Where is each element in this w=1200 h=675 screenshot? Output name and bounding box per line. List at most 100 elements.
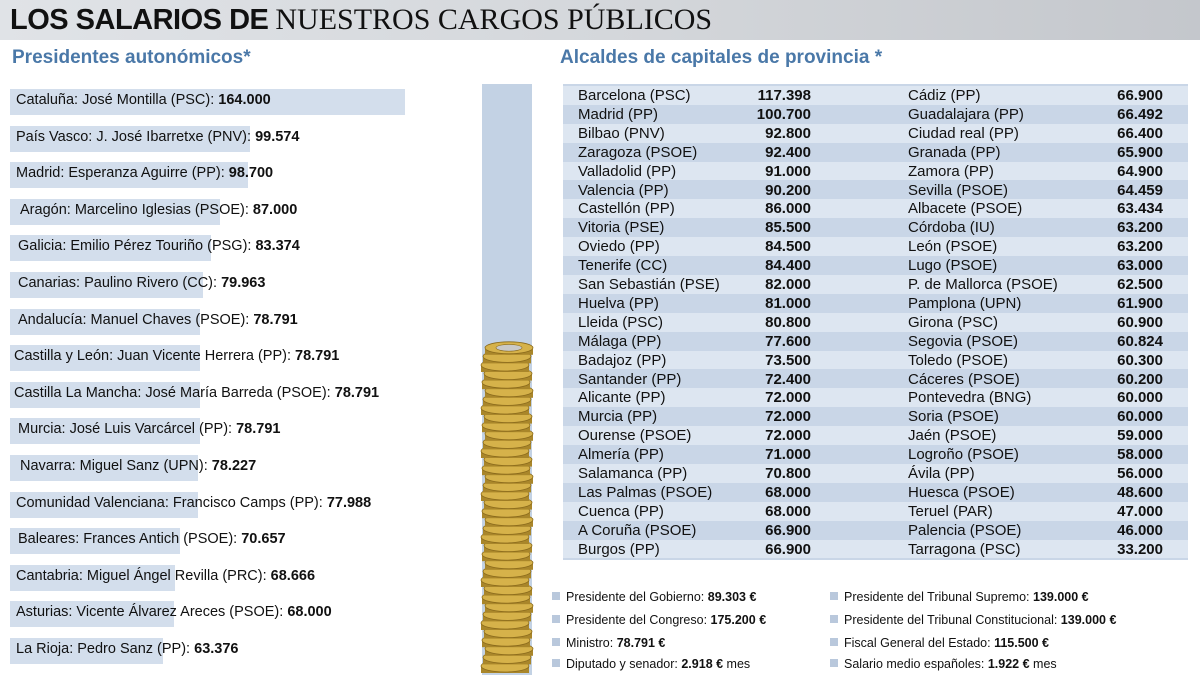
- president-row: La Rioja: Pedro Sanz (PP): 63.376: [0, 633, 480, 669]
- president-label: País Vasco: J. José Ibarretxe (PNV): 99.…: [16, 129, 299, 145]
- president-salary: 78.791: [253, 311, 298, 328]
- president-label: Navarra: Miguel Sanz (UPN): 78.227: [20, 458, 256, 474]
- president-row: Cataluña: José Montilla (PSC): 164.000: [0, 84, 480, 120]
- president-row: Andalucía: Manuel Chaves (PSOE): 78.791: [0, 304, 480, 340]
- reference-value: 78.791 €: [616, 636, 666, 650]
- mayor-city: Almería (PP): [578, 446, 664, 464]
- mayor-city: Sevilla (PSOE): [908, 181, 1009, 199]
- mayor-city: Cuenca (PP): [578, 502, 664, 520]
- mayor-city: Castellón (PP): [578, 200, 675, 218]
- mayor-city: Málaga (PP): [578, 332, 662, 350]
- table-row: Almería (PP) 71.000 Logroño (PSOE) 58.000: [563, 445, 1188, 464]
- mayor-salary: 66.900: [1117, 87, 1163, 104]
- mayor-city: Zaragoza (PSOE): [578, 143, 698, 161]
- president-salary: 98.700: [228, 165, 274, 182]
- mayor-salary: 70.800: [765, 465, 811, 482]
- president-label: Asturias: Vicente Álvarez Areces (PSOE):…: [16, 604, 332, 620]
- mayor-salary: 66.900: [765, 540, 811, 558]
- mayor-salary: 72.000: [765, 408, 811, 426]
- table-row: Barcelona (PSC) 117.398 Cádiz (PP) 66.900: [563, 86, 1188, 105]
- president-name: Canarias: Paulino Rivero (CC):: [18, 275, 222, 291]
- mayor-salary: 72.000: [765, 389, 811, 407]
- mayor-salary: 64.900: [1117, 162, 1163, 180]
- coin: [484, 341, 534, 355]
- page-title: LOS SALARIOS DE NUESTROS CARGOS PÚBLICOS: [10, 2, 712, 43]
- president-label: Andalucía: Manuel Chaves (PSOE): 78.791: [18, 312, 298, 328]
- table-row: Salamanca (PP) 70.800 Ávila (PP) 56.000: [563, 464, 1188, 483]
- bullet-square-icon: [830, 659, 838, 667]
- president-name: Andalucía: Manuel Chaves (PSOE):: [18, 311, 254, 328]
- mayor-city: Las Palmas (PSOE): [578, 483, 713, 501]
- mayor-salary: 60.000: [1117, 389, 1163, 407]
- president-label: La Rioja: Pedro Sanz (PP): 63.376: [16, 641, 238, 657]
- mayor-salary: 63.000: [1117, 257, 1163, 275]
- mayors-section-title: Alcaldes de capitales de provincia *: [560, 47, 883, 68]
- mayor-city: Santander (PP): [578, 370, 682, 388]
- mayor-city: Vitoria (PSE): [578, 219, 665, 237]
- mayor-salary: 33.200: [1117, 540, 1163, 558]
- mayor-city: A Coruña (PSOE): [578, 521, 697, 539]
- mayor-city: Soria (PSOE): [908, 408, 999, 426]
- mayor-city: Cáceres (PSOE): [908, 370, 1020, 388]
- president-salary: 87.000: [252, 201, 298, 218]
- mayor-salary: 91.000: [765, 162, 811, 180]
- mayor-city: Cádiz (PP): [908, 87, 981, 104]
- president-row: Asturias: Vicente Álvarez Areces (PSOE):…: [0, 596, 480, 632]
- mayor-city: Ávila (PP): [908, 465, 975, 482]
- mayor-city: Bilbao (PNV): [578, 124, 665, 142]
- reference-value: 139.000 €: [1033, 590, 1089, 604]
- president-label: Baleares: Frances Antich (PSOE): 70.657: [18, 531, 286, 547]
- president-salary: 68.666: [270, 567, 316, 584]
- reference-salary: Presidente del Tribunal Supremo: 139.000…: [830, 590, 1089, 604]
- president-salary: 70.657: [241, 531, 286, 548]
- president-row: Baleares: Frances Antich (PSOE): 70.657: [0, 523, 480, 559]
- president-row: Cantabria: Miguel Ángel Revilla (PRC): 6…: [0, 560, 480, 596]
- mayor-salary: 72.000: [765, 427, 811, 445]
- reference-suffix: mes: [723, 657, 751, 671]
- president-salary: 79.963: [221, 275, 266, 291]
- mayor-city: Córdoba (IU): [908, 219, 995, 237]
- table-row: Valladolid (PP) 91.000 Zamora (PP) 64.900: [563, 161, 1188, 181]
- table-row: Badajoz (PP) 73.500 Toledo (PSOE) 60.300: [563, 350, 1188, 370]
- mayor-city: Pontevedra (BNG): [908, 389, 1032, 407]
- mayor-city: Ciudad real (PP): [908, 124, 1019, 142]
- mayor-salary: 84.500: [765, 238, 811, 256]
- mayor-salary: 73.500: [765, 351, 811, 369]
- mayor-city: Lleida (PSC): [578, 313, 664, 331]
- mayor-salary: 80.800: [765, 313, 811, 331]
- table-row: Oviedo (PP) 84.500 León (PSOE) 63.200: [563, 237, 1188, 257]
- reference-label: Presidente del Gobierno:: [566, 590, 708, 604]
- president-name: Castilla y León: Juan Vicente Herrera (P…: [14, 348, 296, 365]
- president-name: Baleares: Frances Antich (PSOE):: [18, 531, 242, 548]
- mayor-city: Burgos (PP): [578, 540, 660, 558]
- table-row: Alicante (PP) 72.000 Pontevedra (BNG) 60.00…: [563, 388, 1188, 408]
- president-label: Murcia: José Luis Varcárcel (PP): 78.791: [18, 421, 280, 437]
- president-label: Canarias: Paulino Rivero (CC): 79.963: [18, 275, 265, 291]
- title-serif: NUESTROS CARGOS PÚBLICOS: [275, 3, 713, 36]
- reference-salary: Fiscal General del Estado: 115.500 €: [830, 636, 1049, 650]
- reference-salary: Salario medio españoles: 1.922 € mes: [830, 657, 1057, 671]
- table-row: San Sebastián (PSE) 82.000 P. de Mallorca …: [563, 275, 1188, 294]
- president-row: Castilla La Mancha: José María Barreda (…: [0, 377, 480, 413]
- reference-suffix: mes: [1029, 657, 1057, 671]
- president-row: Castilla y León: Juan Vicente Herrera (P…: [0, 340, 480, 376]
- mayor-city: San Sebastián (PSE): [578, 276, 720, 293]
- bullet-square-icon: [552, 592, 560, 600]
- president-bar: [10, 308, 200, 335]
- reference-salary: Presidente del Tribunal Constitucional: …: [830, 613, 1116, 627]
- header-banner: LOS SALARIOS DE NUESTROS CARGOS PÚBLICOS: [0, 0, 1200, 40]
- president-name: La Rioja: Pedro Sanz (PP):: [16, 641, 195, 657]
- president-salary: 68.000: [287, 604, 332, 621]
- president-bar: [10, 272, 203, 298]
- mayor-salary: 66.900: [765, 521, 811, 539]
- president-row: Galicia: Emilio Pérez Touriño (PSG): 83.…: [0, 230, 480, 266]
- mayor-salary: 68.000: [765, 502, 811, 520]
- mayor-city: Huelva (PP): [578, 294, 659, 312]
- mayor-salary: 63.434: [1117, 200, 1163, 218]
- mayor-salary: 92.400: [765, 143, 811, 161]
- mayor-city: Palencia (PSOE): [908, 521, 1022, 539]
- reference-salary: Presidente del Gobierno: 89.303 €: [552, 590, 756, 604]
- president-row: Navarra: Miguel Sanz (UPN): 78.227: [0, 450, 480, 486]
- mayor-salary: 63.200: [1117, 238, 1163, 256]
- reference-label: Presidente del Tribunal Constitucional:: [844, 613, 1061, 627]
